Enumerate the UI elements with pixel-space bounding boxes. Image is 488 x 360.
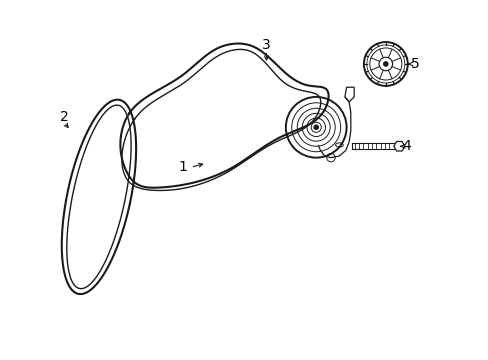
Text: 5: 5 (410, 57, 419, 71)
Text: 2: 2 (60, 110, 68, 124)
Circle shape (383, 62, 387, 66)
Text: 3: 3 (262, 38, 270, 52)
Circle shape (313, 125, 318, 129)
Text: 1: 1 (179, 160, 187, 174)
Text: 4: 4 (402, 139, 410, 153)
